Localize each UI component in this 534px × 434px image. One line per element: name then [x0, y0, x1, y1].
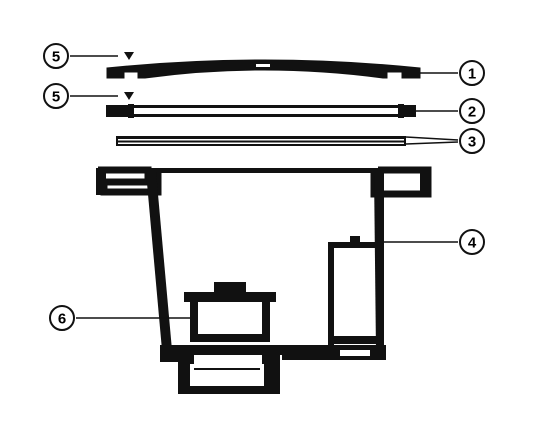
callout-4: 4: [459, 229, 485, 255]
callout-1: 1: [459, 60, 485, 86]
arrow-down-icon: [124, 52, 134, 60]
callout-5-top: 5: [43, 43, 69, 69]
part-6-valve: [184, 282, 276, 342]
callout-2: 2: [459, 98, 485, 124]
callout-6-label: 6: [58, 311, 66, 328]
callout-1-label: 1: [468, 66, 476, 83]
part-1-lid: [106, 59, 421, 79]
callout-6: 6: [49, 305, 75, 331]
callout-3: 3: [459, 128, 485, 154]
arrow-down-icon: [124, 92, 134, 100]
callout-5-label: 5: [52, 49, 60, 66]
callout-5-label: 5: [52, 89, 60, 106]
callout-4-label: 4: [468, 235, 477, 252]
part-3-gasket: [116, 136, 406, 146]
callout-5-bottom: 5: [43, 83, 69, 109]
callout-3-label: 3: [468, 134, 476, 151]
callout-2-label: 2: [468, 104, 476, 121]
leader-lines: [70, 55, 459, 319]
part-2-ring: [106, 104, 416, 118]
housing-body: [96, 166, 432, 394]
part-4-basket: [328, 236, 384, 356]
